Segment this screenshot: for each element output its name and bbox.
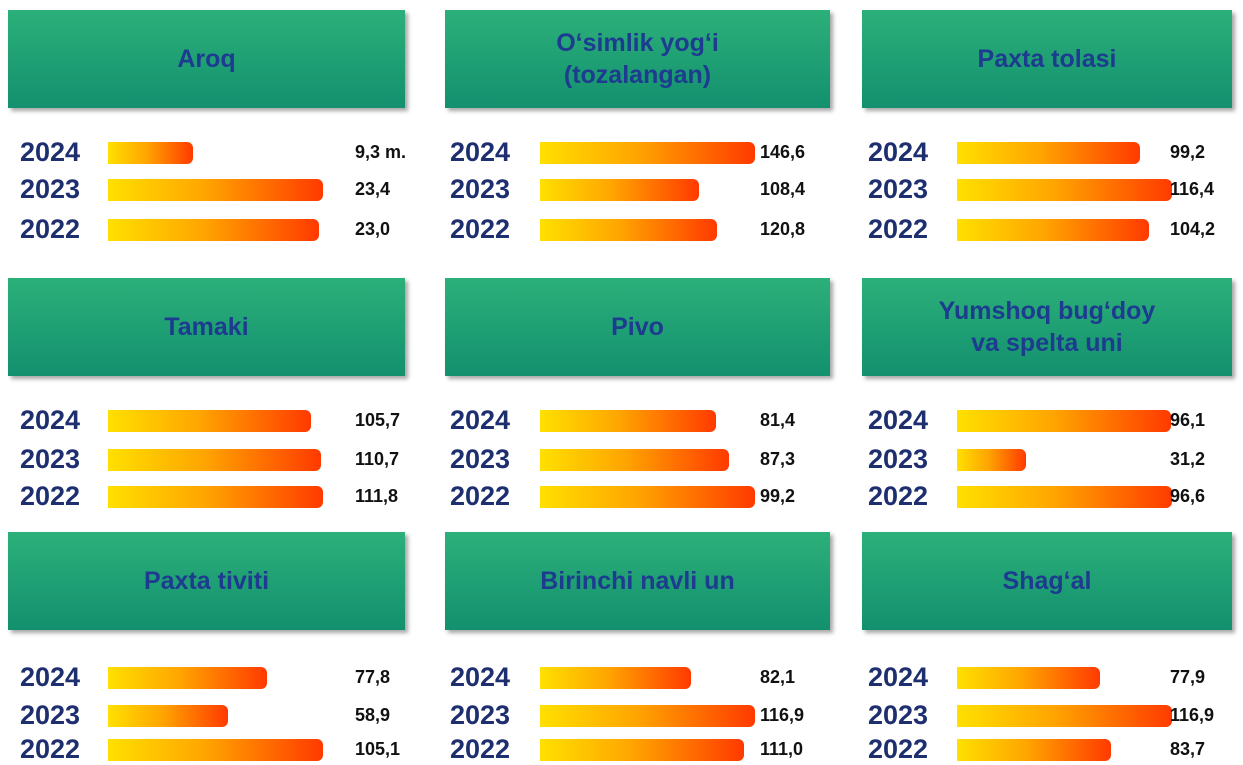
value-label: 116,9 [760, 705, 805, 725]
bar [540, 449, 730, 471]
panel-title: O‘simlik yog‘i (tozalangan) [445, 10, 830, 108]
bar [108, 739, 323, 761]
year-label: 2023 [868, 444, 929, 474]
value-label: 146,6 [760, 142, 806, 162]
bar [957, 142, 1141, 164]
value-label: 110,7 [355, 449, 400, 469]
bar [540, 486, 755, 508]
bar [957, 486, 1172, 508]
year-label: 2022 [20, 214, 81, 244]
year-label: 2024 [450, 662, 511, 692]
value-label: 77,8 [355, 667, 391, 687]
year-label: 2024 [450, 137, 511, 167]
bar [108, 667, 268, 689]
value-label: 99,2 [1170, 142, 1206, 162]
year-label: 2024 [20, 137, 81, 167]
year-label: 2024 [868, 662, 929, 692]
value-label: 105,7 [355, 410, 401, 430]
panel-title: Tamaki [8, 278, 405, 376]
bar [108, 486, 323, 508]
year-label: 2022 [20, 734, 81, 764]
year-label: 2024 [450, 405, 511, 435]
bar [108, 705, 229, 727]
bar [957, 449, 1027, 471]
bar [957, 410, 1171, 432]
panel-title: Paxta tolasi [862, 10, 1232, 108]
bar [108, 410, 312, 432]
year-label: 2023 [868, 700, 929, 730]
bar [540, 179, 699, 201]
panel-title: Birinchi navli un [445, 532, 830, 630]
bar [540, 705, 755, 727]
value-label: 116,9 [1170, 705, 1215, 725]
year-label: 2022 [868, 214, 929, 244]
bar [108, 219, 320, 241]
value-label: 105,1 [355, 739, 401, 759]
year-label: 2022 [868, 734, 929, 764]
year-label: 2022 [450, 214, 511, 244]
bar [108, 449, 321, 471]
value-label: 111,8 [355, 486, 399, 506]
value-label: 83,7 [1170, 739, 1206, 759]
year-label: 2023 [20, 444, 81, 474]
year-label: 2022 [450, 481, 511, 511]
year-label: 2024 [868, 405, 929, 435]
value-label: 96,1 [1170, 410, 1206, 430]
bar [540, 142, 755, 164]
value-label: 111,0 [760, 739, 804, 759]
year-label: 2022 [868, 481, 929, 511]
value-label: 9,3 m. [355, 142, 407, 162]
bar [540, 739, 745, 761]
year-label: 2024 [20, 405, 81, 435]
value-label: 116,4 [1170, 179, 1215, 199]
bar [957, 179, 1172, 201]
value-label: 82,1 [760, 667, 796, 687]
panel-title: Yumshoq bug‘doy va spelta uni [862, 278, 1232, 376]
bar [108, 179, 323, 201]
bar [540, 410, 717, 432]
value-label: 81,4 [760, 410, 796, 430]
year-label: 2023 [868, 174, 929, 204]
value-label: 99,2 [760, 486, 796, 506]
year-label: 2024 [868, 137, 929, 167]
value-label: 31,2 [1170, 449, 1206, 469]
bar [957, 739, 1111, 761]
year-label: 2022 [450, 734, 511, 764]
year-label: 2024 [20, 662, 81, 692]
value-label: 23,0 [355, 219, 391, 239]
bar [957, 219, 1150, 241]
year-label: 2023 [450, 174, 511, 204]
value-label: 120,8 [760, 219, 806, 239]
value-label: 58,9 [355, 705, 391, 725]
panel-title: Aroq [8, 10, 405, 108]
panel-title: Pivo [445, 278, 830, 376]
year-label: 2022 [20, 481, 81, 511]
panel-title: Shag‘al [862, 532, 1232, 630]
value-label: 77,9 [1170, 667, 1206, 687]
bar [108, 142, 194, 164]
panel-title: Paxta tiviti [8, 532, 405, 630]
value-label: 96,6 [1170, 486, 1206, 506]
value-label: 108,4 [760, 179, 806, 199]
bar [957, 705, 1172, 727]
bar [540, 667, 691, 689]
year-label: 2023 [450, 700, 511, 730]
value-label: 87,3 [760, 449, 796, 469]
bar [957, 667, 1101, 689]
year-label: 2023 [450, 444, 511, 474]
year-label: 2023 [20, 700, 81, 730]
year-label: 2023 [20, 174, 81, 204]
value-label: 104,2 [1170, 219, 1216, 239]
value-label: 23,4 [355, 179, 391, 199]
bar [540, 219, 718, 241]
